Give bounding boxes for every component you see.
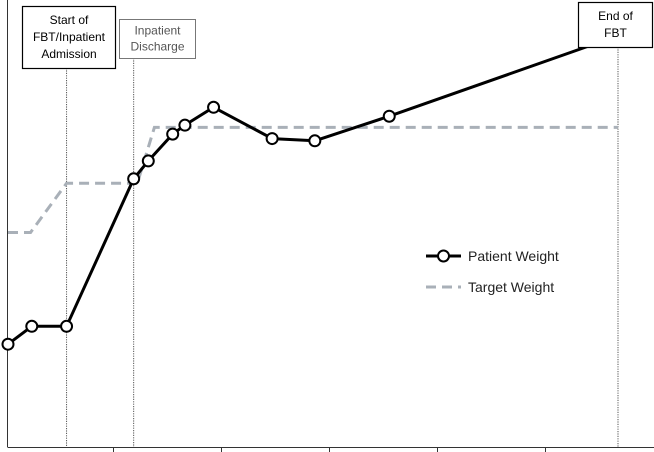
event-annotations: Start of FBT/Inpatient Admission Inpatient D…: [21, 1, 654, 70]
annotation-line: FBT/Inpatient: [33, 30, 106, 44]
patient-weight-point-11: [382, 109, 396, 123]
annotation-line: Discharge: [130, 40, 184, 54]
patient-weight-point-9: [265, 132, 279, 146]
annotation-line: FBT: [604, 26, 627, 40]
patient-weight-point-8: [207, 100, 221, 114]
annotation-line: Inpatient: [134, 24, 181, 38]
legend-item-1: Patient Weight: [426, 248, 559, 264]
patient-weight-series: [1, 29, 625, 351]
annotation-line: Admission: [41, 47, 96, 61]
legend-label: Patient Weight: [468, 248, 559, 264]
annotation-1: Start of FBT/Inpatient Admission: [21, 5, 117, 70]
patient-weight-point-5: [141, 154, 155, 168]
patient-weight-point-10: [308, 134, 322, 148]
patient-weight-point-7: [178, 118, 192, 132]
annotation-box: [119, 19, 196, 59]
annotation-3: End of FBT: [577, 1, 654, 49]
patient-weight-point-6: [166, 127, 180, 141]
patient-weight-line: [7, 34, 619, 346]
patient-weight-point-2: [25, 319, 39, 333]
annotation-box: [577, 1, 654, 49]
event-lines: [66, 47, 619, 447]
patient-weight-point-3: [60, 319, 74, 333]
annotation-line: Start of: [50, 13, 89, 27]
annotation-line: End of: [598, 9, 633, 23]
x-axis-ticks: [113, 447, 546, 452]
legend-marker: [437, 249, 450, 263]
patient-weight-point-1: [1, 337, 15, 351]
legend-label: Target Weight: [468, 279, 554, 295]
target-weight-series: [8, 125, 618, 234]
annotation-box: [21, 5, 117, 70]
legend: Patient Weight Target Weight: [426, 248, 559, 295]
annotation-2: Inpatient Discharge: [119, 19, 196, 59]
legend-item-2: Target Weight: [426, 279, 554, 295]
target-weight-line: [8, 125, 618, 234]
patient-weight-point-4: [127, 172, 141, 186]
